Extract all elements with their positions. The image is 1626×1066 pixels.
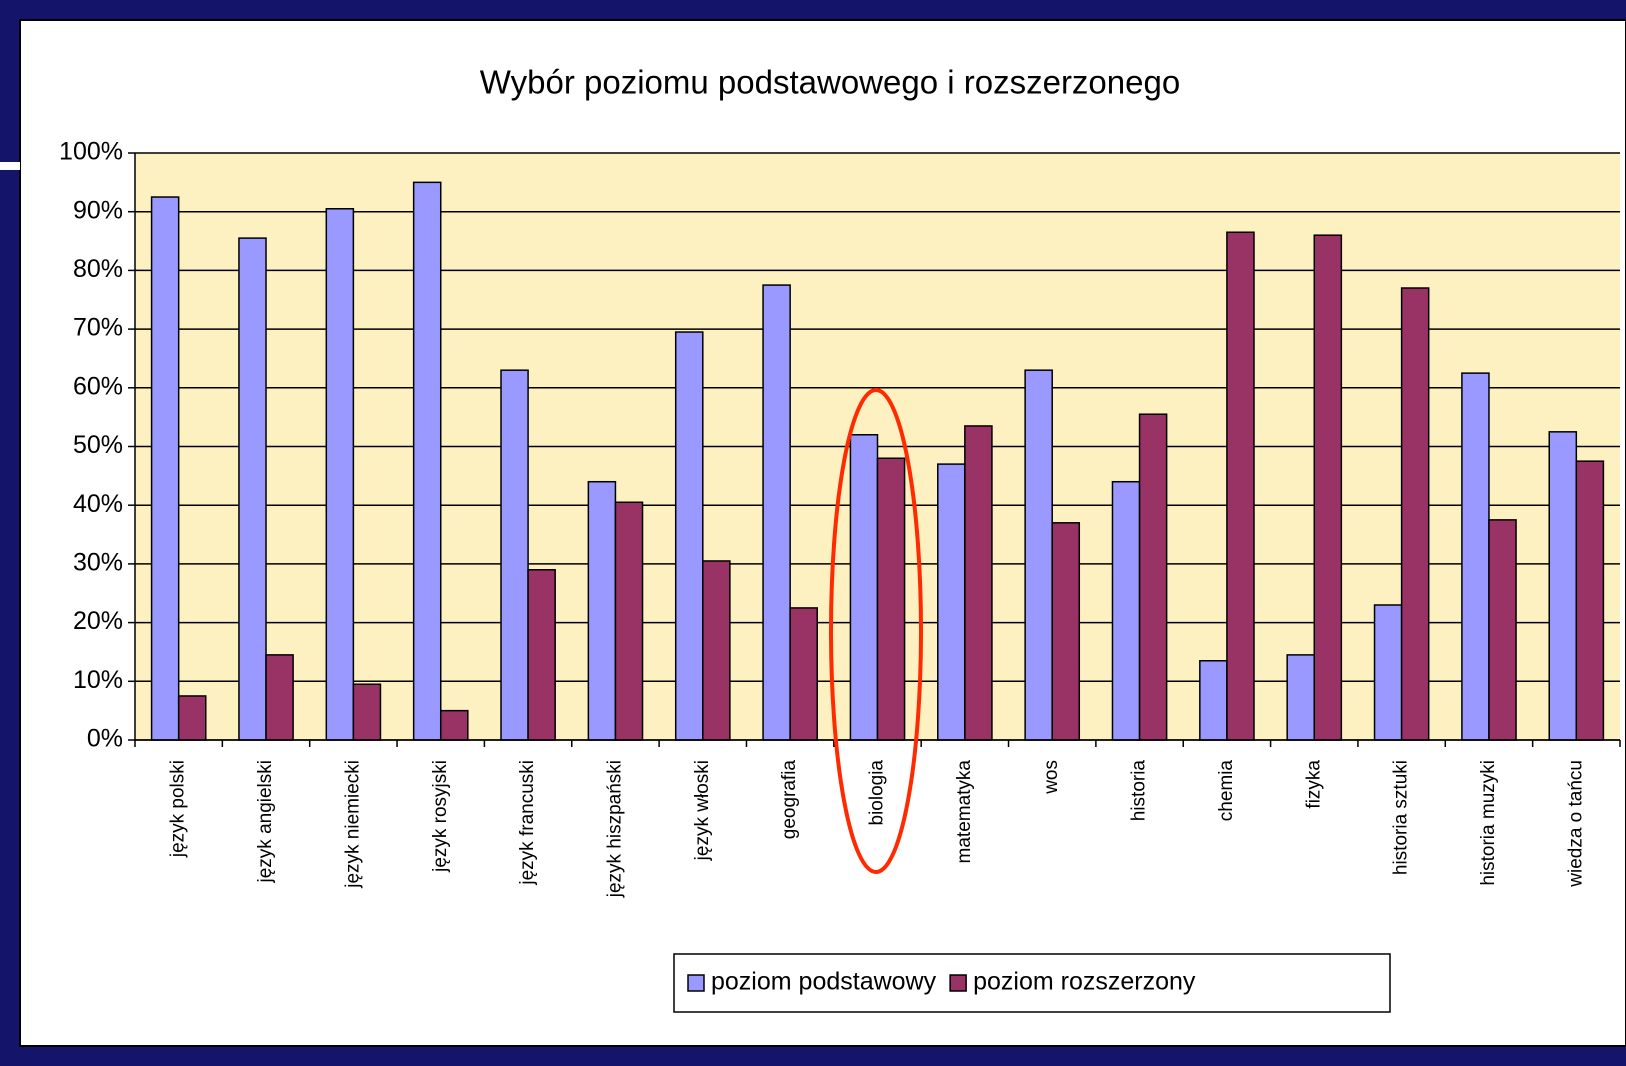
bar: [1111, 480, 1141, 741]
bar: [238, 237, 267, 741]
bar: [674, 331, 704, 741]
frame-notch: [0, 162, 20, 170]
legend-label: poziom rozszerzony: [973, 968, 1196, 996]
x-tick-label: wiedza o tańcu: [1565, 760, 1586, 888]
y-tick-label: 40%: [73, 490, 123, 518]
bar: [527, 569, 556, 741]
x-tick-label: język francuski: [517, 760, 538, 886]
bar: [1548, 431, 1578, 741]
y-tick-label: 20%: [73, 607, 123, 635]
bar: [789, 607, 818, 741]
y-tick-label: 0%: [87, 725, 123, 753]
bar: [1199, 660, 1228, 741]
x-tick-label: chemia: [1216, 760, 1237, 822]
legend-box: [673, 953, 1391, 1013]
highlight-ellipse: [829, 388, 923, 874]
bar: [439, 709, 469, 741]
bar: [964, 425, 993, 741]
x-tick-label: historia muzyki: [1478, 760, 1499, 886]
x-tick-label: język hiszpański: [604, 760, 625, 898]
bar: [762, 284, 791, 741]
bar: [325, 208, 355, 741]
bar: [177, 695, 207, 741]
y-tick-label: 30%: [73, 549, 123, 577]
legend: poziom podstawowy poziom rozszerzony: [673, 953, 1391, 1013]
bar: [1313, 234, 1343, 741]
bar: [1461, 372, 1490, 741]
x-tick-label: geografia: [779, 760, 800, 840]
bar: [937, 463, 966, 741]
bar: [614, 501, 644, 741]
bar: [1400, 287, 1430, 741]
bar: [849, 434, 879, 741]
x-tick-label: historia sztuki: [1391, 760, 1412, 875]
y-tick-label: 50%: [73, 431, 123, 459]
x-tick-label: historia: [1129, 760, 1150, 822]
bar: [1226, 231, 1255, 741]
legend-swatch: [949, 974, 967, 992]
bar: [1051, 522, 1081, 741]
x-tick-label: wos: [1041, 760, 1062, 795]
bar: [1373, 604, 1403, 741]
bar: [1138, 413, 1168, 741]
legend-label: poziom podstawowy: [711, 968, 937, 996]
bar: [412, 181, 442, 741]
x-tick-label: język angielski: [255, 760, 276, 884]
bar: [1024, 369, 1053, 741]
y-tick-label: 100%: [59, 138, 123, 166]
bar: [352, 683, 382, 741]
x-tick-label: fizyka: [1303, 760, 1324, 809]
chart-title: Wybór poziomu podstawowego i rozszerzone…: [480, 64, 1180, 101]
bar: [500, 369, 529, 741]
x-tick-label: matematyka: [954, 760, 975, 864]
bar: [587, 480, 617, 741]
y-tick-label: 90%: [73, 196, 123, 224]
x-tick-label: język rosyjski: [430, 760, 451, 873]
y-tick-label: 60%: [73, 372, 123, 400]
bar: [265, 654, 294, 741]
bar: [150, 196, 180, 741]
x-tick-label: język włoski: [692, 760, 713, 861]
y-tick-label: 10%: [73, 666, 123, 694]
bar: [1575, 460, 1605, 741]
legend-swatch: [687, 974, 705, 992]
x-tick-label: język polski: [168, 760, 189, 858]
bar: [1488, 519, 1517, 741]
y-tick-label: 80%: [73, 255, 123, 283]
bar: [702, 560, 731, 741]
bar: [1286, 654, 1316, 741]
bar: [876, 457, 906, 741]
x-tick-label: język niemiecki: [342, 760, 363, 889]
x-tick-label: biologia: [867, 760, 888, 826]
y-tick-label: 70%: [73, 314, 123, 342]
